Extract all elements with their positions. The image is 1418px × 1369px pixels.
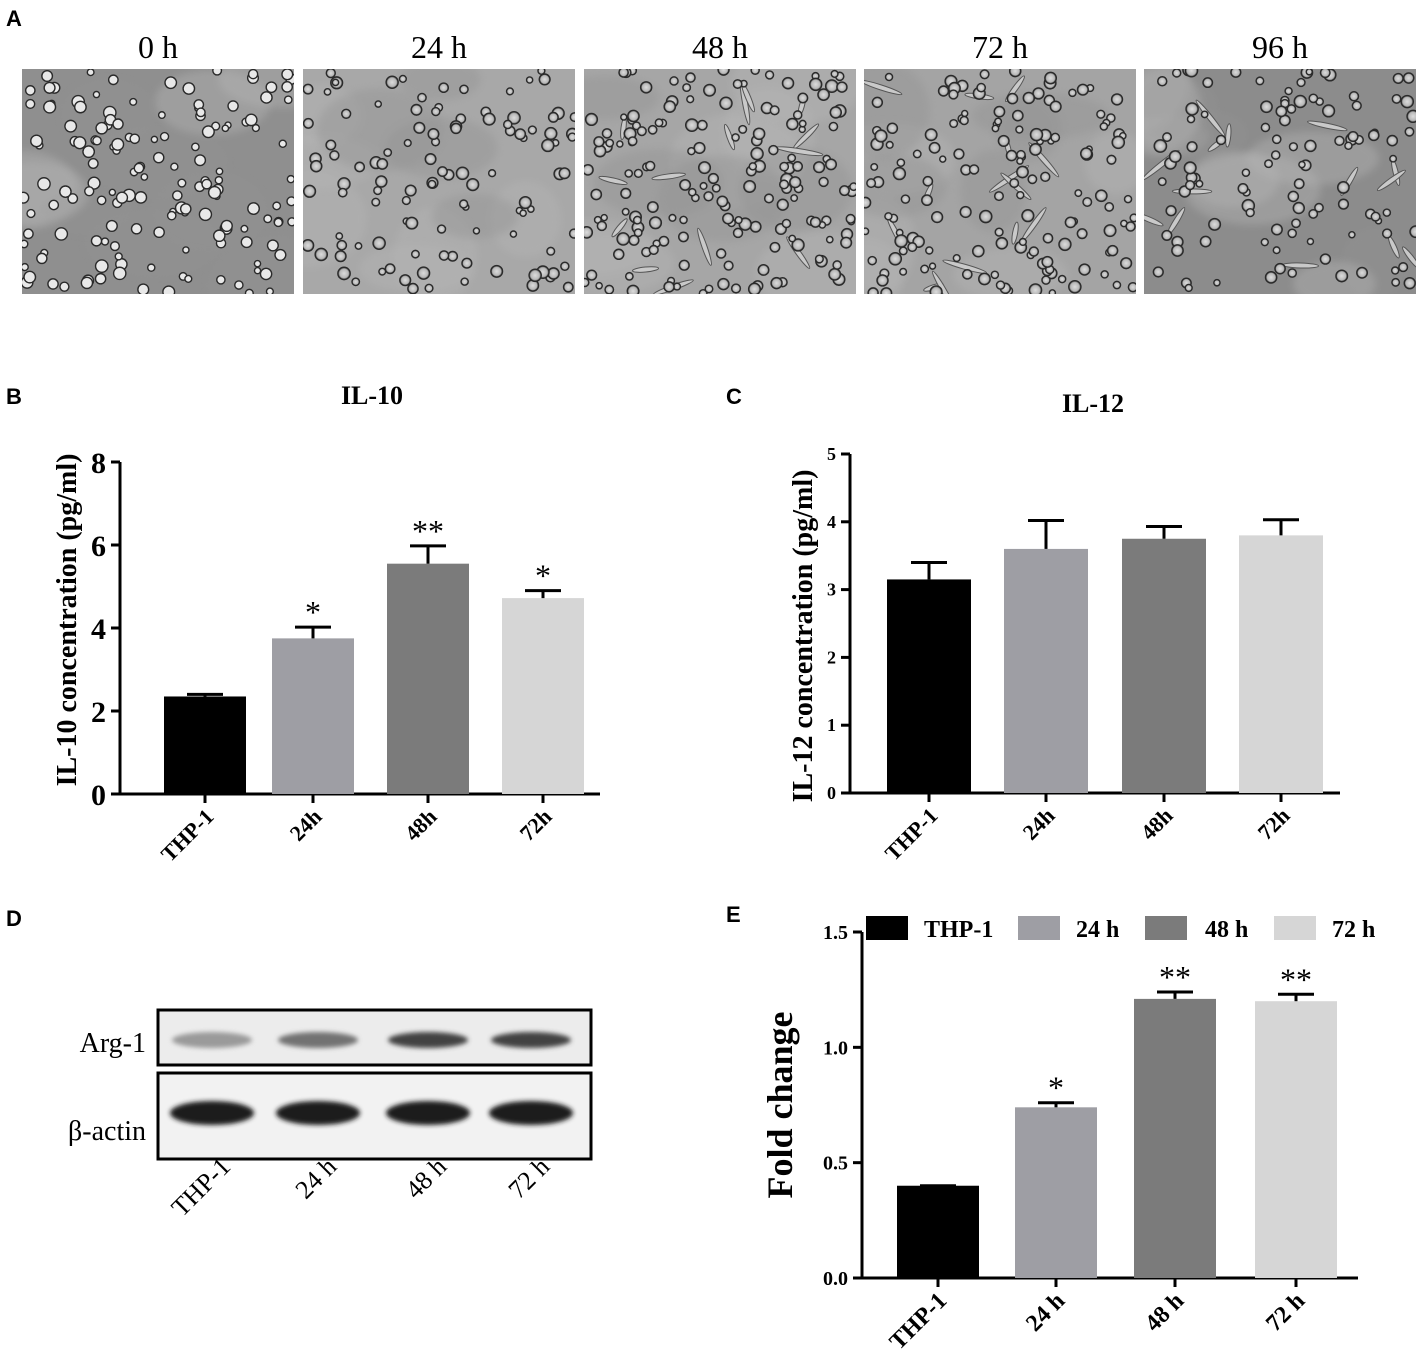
x-tick-label: 72 h <box>1261 1288 1310 1337</box>
chart-title: IL-10 <box>341 381 403 410</box>
significance-label: ** <box>1159 959 1191 995</box>
legend-swatch <box>1018 916 1060 940</box>
legend-label: 48 h <box>1205 917 1248 943</box>
legend-label: 24 h <box>1076 917 1119 943</box>
x-tick-label: 24 h <box>1021 1288 1070 1337</box>
bar <box>1122 538 1206 793</box>
bar <box>1255 1001 1337 1278</box>
y-tick-label: 3 <box>827 580 836 600</box>
x-tick-label: 48 h <box>1140 1288 1189 1337</box>
bar <box>164 696 246 794</box>
x-tick-label: 24h <box>285 804 327 846</box>
micrograph-image <box>584 69 856 294</box>
panel-letter-a: A <box>6 6 22 31</box>
micrograph-image <box>1144 69 1416 294</box>
y-tick-label: 1.5 <box>823 922 848 944</box>
bar <box>502 598 584 794</box>
fold-change-bar-chart: Fold change 0.0 0.5 1.0 1.5 THP-1 * 24 h ** 48 h… <box>760 916 1375 1355</box>
legend-swatch <box>866 916 908 940</box>
y-tick-label: 2 <box>827 647 836 667</box>
significance-label: ** <box>1280 961 1312 997</box>
il10-bar-chart: IL-10 IL-10 concentration (pg/ml) 0 2 4 6 8 T… <box>52 381 600 866</box>
y-tick-label: 6 <box>91 530 106 563</box>
panel-letter-c: C <box>726 384 742 409</box>
x-tick-label: 48h <box>400 804 442 846</box>
micrograph-image <box>22 69 294 294</box>
timepoint-label: 0 h <box>138 29 178 65</box>
micrograph-image <box>303 69 575 294</box>
significance-label: ** <box>412 513 444 549</box>
micrograph-image <box>864 69 1136 294</box>
x-tick-label: 72h <box>1253 803 1295 845</box>
y-tick-label: 0 <box>827 783 836 803</box>
bar <box>887 579 971 793</box>
legend-swatch <box>1145 916 1187 940</box>
panel-letter-b: B <box>6 384 22 409</box>
timepoint-label: 48 h <box>692 29 748 65</box>
x-tick-label: THP-1 <box>885 1288 952 1355</box>
y-tick-label: 1.0 <box>823 1037 848 1059</box>
significance-label: * <box>305 594 321 630</box>
panel-letter-e: E <box>726 902 741 927</box>
bar <box>1134 998 1216 1278</box>
y-tick-label: 1 <box>827 715 836 735</box>
panel-letter-d: D <box>6 906 22 931</box>
y-tick-label: 0.5 <box>823 1153 848 1175</box>
arg1-band <box>278 1032 358 1048</box>
bar <box>1004 548 1088 793</box>
blot-row-label-actin: β-actin <box>68 1116 146 1147</box>
actin-band <box>489 1101 573 1125</box>
y-axis-label: IL-12 concentration (pg/ml) <box>788 470 819 803</box>
x-tick-label: THP-1 <box>880 803 943 866</box>
legend-label: THP-1 <box>924 917 993 943</box>
actin-band <box>386 1101 470 1125</box>
timepoint-label: 96 h <box>1252 29 1308 65</box>
bar <box>1239 535 1323 793</box>
x-tick-label: 72h <box>515 804 557 846</box>
bar <box>897 1185 979 1278</box>
arg1-band <box>491 1032 571 1048</box>
bar <box>1015 1107 1097 1278</box>
chart-title: IL-12 <box>1062 389 1124 418</box>
legend-label: 72 h <box>1332 917 1375 943</box>
blot-row-label-arg1: Arg-1 <box>80 1028 146 1059</box>
timepoint-label: 24 h <box>411 29 467 65</box>
actin-band <box>276 1101 360 1125</box>
arg1-band <box>388 1032 468 1048</box>
x-tick-label: 48h <box>1136 803 1178 845</box>
significance-label: * <box>535 558 551 594</box>
y-tick-label: 0 <box>91 779 106 812</box>
y-tick-label: 0.0 <box>823 1268 848 1290</box>
x-tick-label: 24h <box>1018 803 1060 845</box>
bar <box>272 638 354 794</box>
western-blot: Arg-1 β-actin THP-1 24 h 48 h 72 h <box>68 1008 593 1223</box>
bar <box>387 563 469 794</box>
micrograph-panel: 0 h 24 h 48 h 72 h 96 h <box>22 29 1416 294</box>
actin-band <box>170 1101 254 1125</box>
legend-swatch <box>1274 916 1316 940</box>
lane-label: THP-1 <box>166 1152 237 1223</box>
y-tick-label: 4 <box>91 613 106 646</box>
y-tick-label: 2 <box>91 696 106 729</box>
x-tick-label: THP-1 <box>156 804 219 867</box>
y-axis-label: IL-10 concentration (pg/ml) <box>52 454 83 787</box>
significance-label: * <box>1048 1070 1064 1106</box>
il12-bar-chart: IL-12 IL-12 concentration (pg/ml) 0 1 2 3 4 5… <box>788 389 1340 865</box>
y-tick-label: 5 <box>827 444 836 464</box>
y-tick-label: 8 <box>91 447 106 480</box>
timepoint-label: 72 h <box>972 29 1028 65</box>
y-tick-label: 4 <box>827 512 836 532</box>
y-axis-label: Fold change <box>760 1011 800 1198</box>
arg1-band <box>172 1032 252 1048</box>
